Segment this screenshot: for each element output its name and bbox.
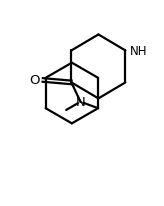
Text: O: O	[29, 74, 40, 87]
Text: N: N	[76, 96, 85, 109]
Text: NH: NH	[130, 45, 147, 58]
